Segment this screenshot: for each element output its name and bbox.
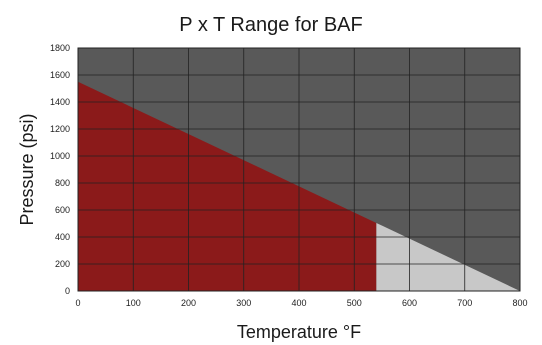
x-tick-label: 100 (126, 298, 141, 308)
y-tick-label: 1600 (50, 70, 70, 80)
y-tick-label: 600 (55, 205, 70, 215)
x-tick-label: 800 (512, 298, 527, 308)
x-tick-label: 400 (291, 298, 306, 308)
x-tick-label: 600 (402, 298, 417, 308)
y-tick-label: 1800 (50, 43, 70, 53)
region-1 (376, 222, 520, 291)
y-tick-label: 200 (55, 259, 70, 269)
region-0 (78, 81, 377, 291)
chart-regions (78, 81, 520, 291)
y-axis-label: Pressure (psi) (17, 113, 37, 225)
y-tick-label: 1400 (50, 97, 70, 107)
y-tick-label: 400 (55, 232, 70, 242)
x-axis-ticks: 0 100 200 300 400 500 600 700 800 (75, 298, 527, 308)
x-tick-label: 200 (181, 298, 196, 308)
chart-title: P x T Range for BAF (179, 14, 363, 36)
x-tick-label: 300 (236, 298, 251, 308)
x-tick-label: 500 (347, 298, 362, 308)
plot-frame (77, 47, 521, 292)
y-axis-ticks: 0 200 400 600 800 1000 1200 1400 1600 1800 (50, 43, 70, 296)
y-tick-label: 1000 (50, 151, 70, 161)
y-tick-label: 1200 (50, 124, 70, 134)
y-tick-label: 0 (65, 286, 70, 296)
x-tick-label: 700 (457, 298, 472, 308)
x-axis-label: Temperature °F (237, 322, 361, 342)
x-tick-label: 0 (75, 298, 80, 308)
chart-grid (77, 47, 521, 292)
y-tick-label: 800 (55, 178, 70, 188)
